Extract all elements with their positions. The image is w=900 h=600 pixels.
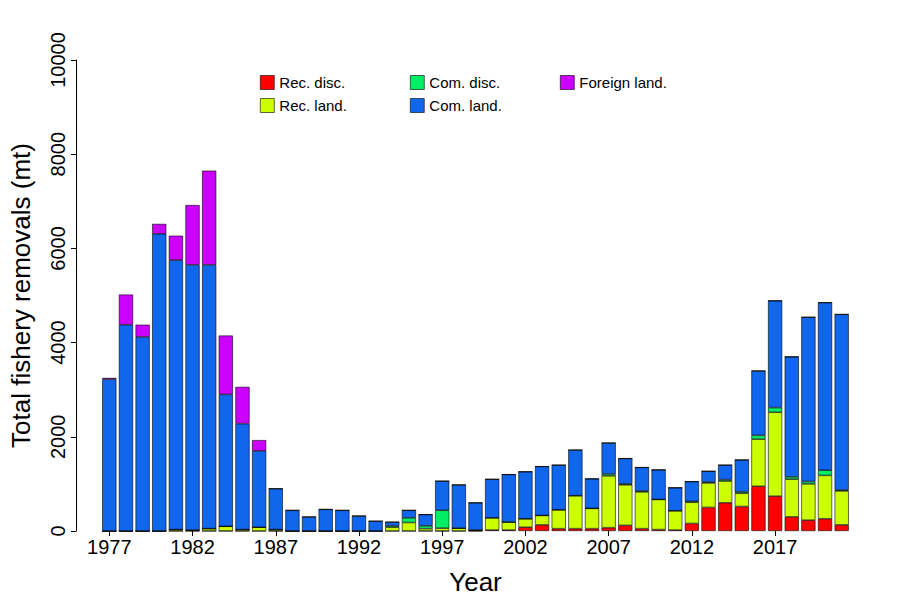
svg-text:2002: 2002 [503, 536, 548, 558]
svg-text:1977: 1977 [87, 536, 132, 558]
svg-text:1997: 1997 [420, 536, 465, 558]
svg-text:Rec. disc.: Rec. disc. [279, 74, 345, 91]
svg-text:1992: 1992 [337, 536, 382, 558]
svg-text:Com. disc.: Com. disc. [429, 74, 500, 91]
svg-text:8000: 8000 [47, 132, 69, 177]
svg-text:Total fishery removals (mt): Total fishery removals (mt) [6, 143, 36, 448]
svg-text:1987: 1987 [254, 536, 299, 558]
svg-text:2012: 2012 [670, 536, 715, 558]
svg-text:2007: 2007 [586, 536, 631, 558]
svg-text:2000: 2000 [47, 415, 69, 460]
svg-text:0: 0 [47, 525, 69, 536]
svg-text:4000: 4000 [47, 320, 69, 365]
svg-text:Com. land.: Com. land. [429, 97, 502, 114]
svg-text:1982: 1982 [170, 536, 215, 558]
svg-text:Rec. land.: Rec. land. [279, 97, 347, 114]
svg-text:Year: Year [449, 567, 502, 597]
svg-text:2017: 2017 [753, 536, 798, 558]
svg-text:6000: 6000 [47, 226, 69, 271]
svg-text:Foreign land.: Foreign land. [579, 74, 667, 91]
svg-text:10000: 10000 [47, 32, 69, 88]
